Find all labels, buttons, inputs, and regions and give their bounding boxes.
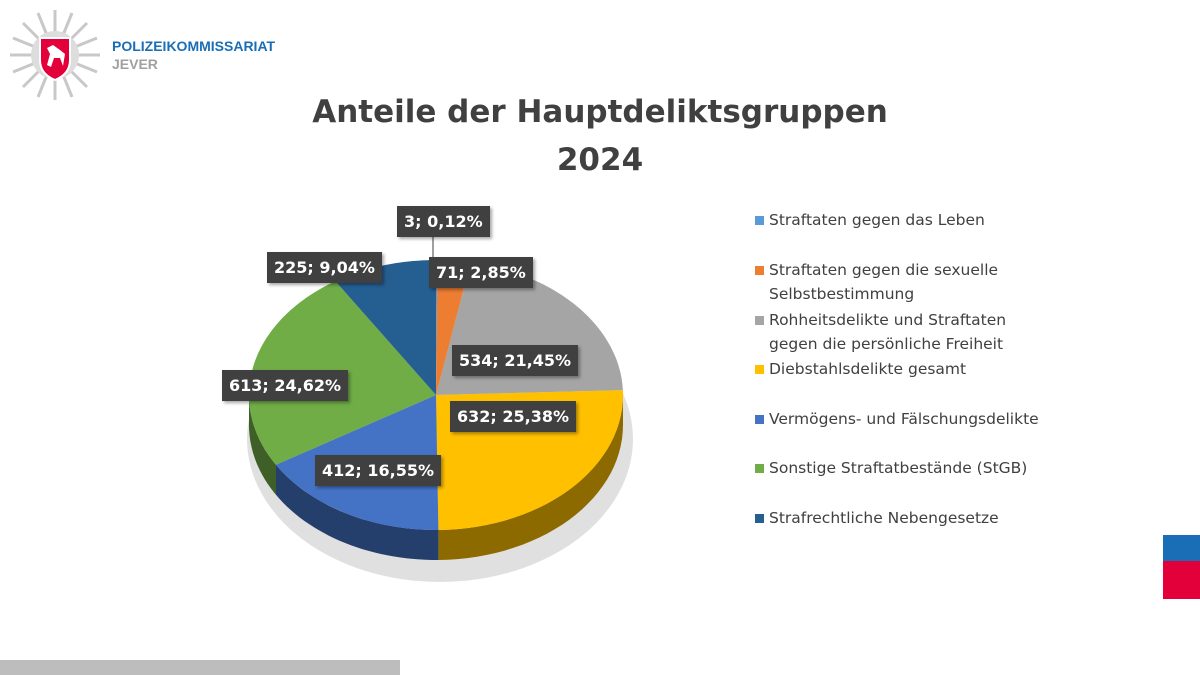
legend-item: Diebstahlsdelikte gesamt bbox=[755, 357, 1055, 381]
chart-subtitle: 2024 bbox=[556, 142, 644, 178]
data-label-4: 412; 16,55% bbox=[315, 455, 442, 486]
legend-label: Rohheitsdelikte und Straftaten gegen die… bbox=[769, 311, 1007, 353]
legend-label: Sonstige Straftatbestände (StGB) bbox=[769, 459, 1028, 477]
legend-item: Rohheitsdelikte und Straftaten gegen die… bbox=[755, 308, 1040, 356]
pie-slice-1 bbox=[436, 260, 471, 395]
legend-swatch bbox=[755, 365, 764, 374]
legend-swatch bbox=[755, 514, 764, 523]
data-label-5: 613; 24,62% bbox=[222, 370, 349, 401]
pie-side-4 bbox=[276, 464, 439, 560]
legend-label: Vermögens- und Fälschungsdelikte bbox=[769, 410, 1039, 428]
pie-slice-6 bbox=[335, 260, 436, 395]
data-label-0: 3; 0,12% bbox=[397, 206, 490, 237]
pie-side-5 bbox=[249, 395, 276, 495]
pie-slice-0 bbox=[436, 260, 438, 395]
footer-blue-block bbox=[1163, 535, 1200, 561]
legend-swatch bbox=[755, 415, 764, 424]
footer-red-block bbox=[1163, 561, 1200, 599]
legend-swatch bbox=[755, 464, 764, 473]
chart-title-text: Anteile der Hauptdeliktsgruppen bbox=[312, 94, 888, 130]
legend-swatch bbox=[755, 216, 764, 225]
data-label-1: 71; 2,85% bbox=[429, 257, 533, 288]
footer-gray-bar bbox=[0, 660, 400, 675]
org-location: JEVER bbox=[112, 56, 158, 72]
legend-item: Sonstige Straftatbestände (StGB) bbox=[755, 456, 1055, 480]
legend-item: Straftaten gegen die sexuelle Selbstbest… bbox=[755, 258, 1025, 306]
legend-item: Vermögens- und Fälschungsdelikte bbox=[755, 407, 1055, 431]
pie-side-3 bbox=[438, 395, 623, 560]
legend-label: Strafrechtliche Nebengesetze bbox=[769, 509, 999, 527]
legend-swatch bbox=[755, 266, 764, 275]
legend-swatch bbox=[755, 316, 764, 325]
legend-item: Straftaten gegen das Leben bbox=[755, 208, 1055, 232]
legend-label: Straftaten gegen das Leben bbox=[769, 211, 985, 229]
chart-title: Anteile der Hauptdeliktsgruppen 2024 bbox=[0, 88, 1200, 184]
legend-label: Diebstahlsdelikte gesamt bbox=[769, 360, 967, 378]
data-label-2: 534; 21,45% bbox=[452, 345, 579, 376]
data-label-3: 632; 25,38% bbox=[450, 401, 577, 432]
legend-label: Straftaten gegen die sexuelle Selbstbest… bbox=[769, 261, 999, 303]
data-label-6: 225; 9,04% bbox=[267, 252, 382, 283]
legend-item: Strafrechtliche Nebengesetze bbox=[755, 506, 1055, 530]
org-name: POLIZEIKOMMISSARIAT bbox=[112, 38, 276, 54]
police-star-logo bbox=[10, 10, 100, 100]
